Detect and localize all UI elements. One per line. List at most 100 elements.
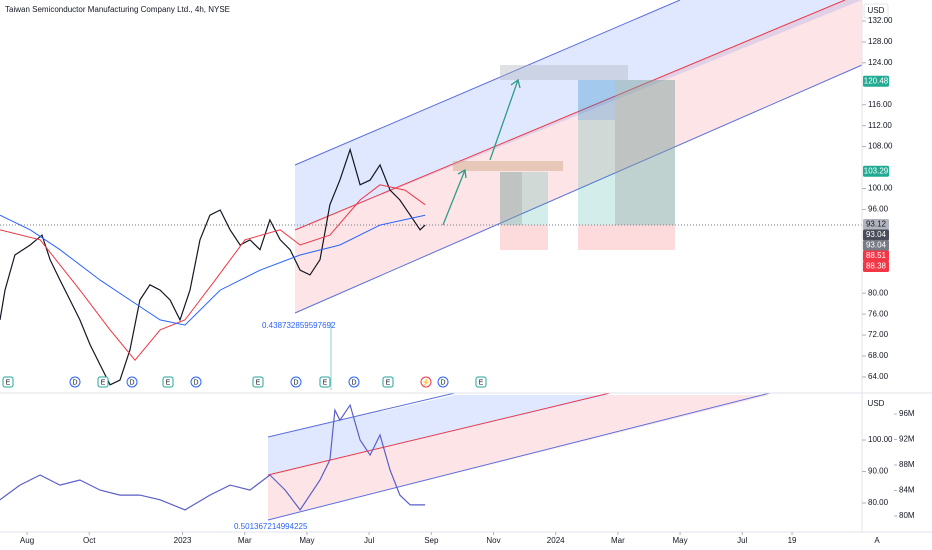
currency: USD (868, 6, 885, 15)
event-icon (290, 376, 302, 388)
y-tick-label: 124.00 (868, 58, 893, 67)
event-icon (437, 376, 449, 388)
projection-box (453, 161, 563, 171)
x-tick-label: Mar (611, 536, 625, 545)
x-tick-label: May (299, 536, 314, 545)
y-tick-label: 76.00 (868, 309, 889, 318)
price-badge (863, 165, 889, 177)
position-box (500, 172, 522, 225)
x-tick-label: Aug (20, 536, 34, 545)
event-icon (162, 376, 174, 388)
stop-zone (500, 225, 548, 250)
currency-box (863, 3, 889, 19)
y2-tick-label: 88M (899, 460, 915, 469)
event-icon (382, 376, 394, 388)
channel-upper (295, 0, 862, 230)
price-badge-label: 93.12 (866, 220, 887, 229)
event-icon (420, 376, 432, 388)
event-label: E (386, 379, 391, 386)
x-tick-label: 2024 (547, 536, 565, 545)
event-icon (319, 376, 331, 388)
event-label: ⚡ (422, 377, 431, 386)
series-line (0, 184, 426, 361)
event-label: E (101, 379, 106, 386)
x-tick-label: 19 (788, 536, 797, 545)
price-badge-label: 88.38 (866, 262, 887, 271)
event-label: E (256, 379, 261, 386)
event-label: D (72, 379, 77, 386)
price-badge-label: 93.04 (866, 241, 887, 250)
position-box (615, 80, 675, 225)
channel-mid (267, 392, 611, 476)
event-label: D (293, 379, 298, 386)
event-label: D (440, 379, 445, 386)
event-icon (348, 376, 360, 388)
y-tick-label: 96.00 (868, 205, 889, 214)
event-icon (252, 376, 264, 388)
y-tick-label: 68.00 (868, 351, 889, 360)
price-badge-label: 93.04 (866, 230, 887, 239)
channel-line (294, 0, 681, 166)
channel-line (267, 392, 456, 438)
x-tick-label: May (673, 536, 688, 545)
y-tick-label: 116.00 (868, 100, 892, 109)
price-badge (863, 240, 889, 252)
y-tick-label: 112.00 (868, 121, 892, 130)
y-tick-label: 80.00 (868, 498, 889, 507)
x-tick-label: Jul (364, 536, 374, 545)
event-label: D (193, 379, 198, 386)
series-line (0, 214, 426, 326)
y2-tick-label: 96M (899, 409, 915, 418)
event-label: E (166, 379, 171, 386)
y-tick-label: 100.00 (868, 435, 893, 444)
y-tick-label: 100.00 (868, 184, 893, 193)
channel-mid (294, 0, 846, 231)
x-tick-label: Sep (424, 536, 439, 545)
y2-tick-label: 84M (899, 486, 915, 495)
y-tick-label: 108.00 (868, 142, 893, 151)
scale-mode[interactable]: A (874, 536, 880, 545)
x-tick-label: Mar (238, 536, 252, 545)
arrows (442, 78, 521, 226)
event-icon (2, 376, 14, 388)
x-tick-label: 2023 (174, 536, 192, 545)
x-tick-label: Jul (737, 536, 747, 545)
y2-tick-label: 92M (899, 435, 915, 444)
price-badge (863, 75, 889, 87)
x-tick-label: Nov (486, 536, 500, 545)
event-label: E (323, 379, 328, 386)
event-icon (69, 376, 81, 388)
price-badge (863, 250, 889, 262)
target-zone (578, 80, 675, 225)
series-line (0, 147, 426, 386)
series-line (0, 403, 426, 511)
y2-tick-label: 80M (899, 511, 915, 520)
stop-zone (578, 225, 675, 250)
x-tick-label: Oct (83, 536, 96, 545)
channel-lower (295, 0, 862, 313)
y-tick-label: 128.00 (868, 37, 893, 46)
y-tick-label: 64.00 (868, 372, 889, 381)
price-badge (863, 219, 889, 231)
event-label: E (479, 379, 484, 386)
event-icon (475, 376, 487, 388)
target-zone (500, 172, 548, 225)
event-label: E (6, 379, 11, 386)
channel-line (294, 64, 863, 314)
y-tick-label: 90.00 (868, 467, 889, 476)
price-badge (863, 261, 889, 273)
event-icon (190, 376, 202, 388)
event-icon (126, 376, 138, 388)
chart-title: Taiwan Semiconductor Manufacturing Compa… (5, 5, 230, 14)
annotation: 0.501367214994225 (234, 522, 308, 531)
currency: USD (868, 399, 885, 408)
y-tick-label: 72.00 (868, 330, 889, 339)
event-label: D (351, 379, 356, 386)
annotation: 0.438732859597692 (262, 321, 336, 330)
price-badge (863, 229, 889, 241)
channel-line (267, 392, 771, 521)
price-badge-label: 88.51 (866, 251, 887, 260)
price-badge-label: 103.29 (864, 166, 889, 175)
y-tick-label: 80.00 (868, 288, 889, 297)
